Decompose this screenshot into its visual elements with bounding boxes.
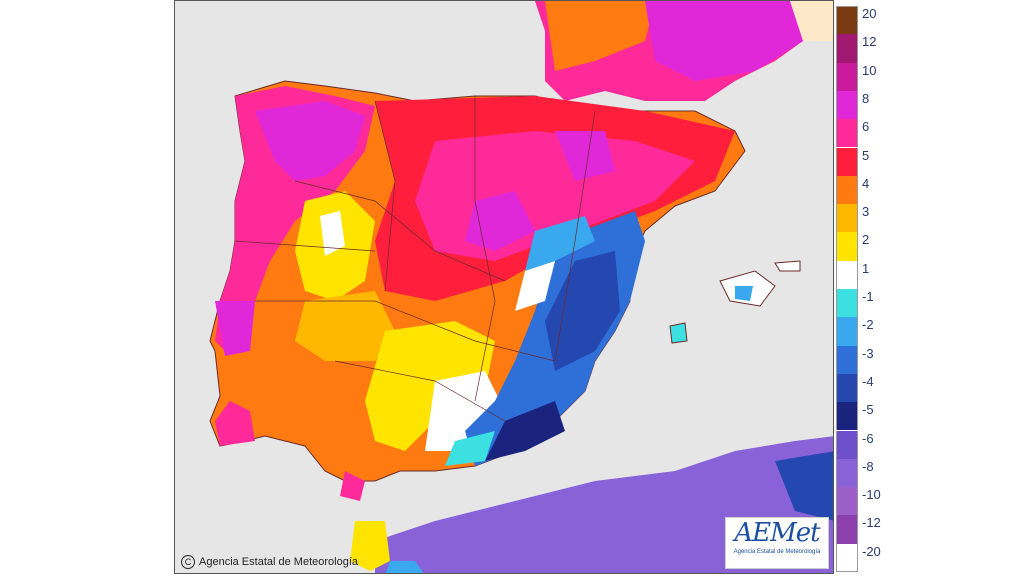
legend-swatch: [836, 487, 858, 516]
legend-label: -6: [862, 430, 874, 446]
legend-swatch: [836, 402, 858, 431]
legend-swatch: [836, 62, 858, 91]
temperature-anomaly-map: C Agencia Estatal de Meteorología AEMet …: [174, 0, 834, 574]
legend-swatch: [836, 147, 858, 176]
legend-swatch: [836, 515, 858, 544]
legend-label: -2: [862, 317, 874, 333]
north-africa-region: [375, 436, 833, 573]
legend-swatch: [836, 204, 858, 233]
legend-swatch: [836, 119, 858, 148]
legend-label: -10: [862, 487, 881, 503]
legend-label: 3: [862, 204, 870, 220]
legend-label: 5: [862, 147, 870, 163]
legend-label: 4: [862, 175, 870, 191]
map-canvas: [175, 1, 833, 573]
legend-label: -3: [862, 345, 874, 361]
legend-label: -12: [862, 515, 881, 531]
legend-label: -5: [862, 402, 874, 418]
legend-swatch: [836, 232, 858, 261]
legend-swatch: [836, 458, 858, 488]
copyright-icon: C: [181, 555, 195, 569]
legend-label: -8: [862, 458, 874, 474]
legend-swatch: [836, 430, 858, 459]
legend-swatch: [836, 289, 858, 318]
legend-swatch: [836, 34, 858, 63]
legend-swatch: [836, 373, 858, 403]
legend-label: 6: [862, 119, 870, 135]
logo-word: AEMet: [734, 518, 820, 548]
legend-swatch: [836, 317, 858, 346]
legend-swatch: [836, 175, 858, 205]
legend-swatch: [836, 90, 858, 120]
copyright-notice: C Agencia Estatal de Meteorología: [181, 555, 358, 569]
legend-label: -20: [862, 543, 881, 559]
legend-label: 12: [862, 34, 877, 50]
legend-label: 8: [862, 90, 870, 106]
aemet-logo: AEMet Agencia Estatal de Meteorología: [725, 517, 829, 569]
menorca-island: [774, 260, 801, 272]
legend-label: -1: [862, 289, 874, 304]
legend-swatch: [836, 260, 858, 289]
logo-subtitle: Agencia Estatal de Meteorología: [733, 549, 821, 555]
legend-swatch: [836, 345, 858, 374]
copyright-text: Agencia Estatal de Meteorología: [199, 556, 358, 568]
legend-label: 2: [862, 232, 870, 248]
ibiza-island: [669, 322, 688, 344]
color-legend: 20 12 10 8 6 5 4 3 2 1 -1 -2 -3 -4 -5 -6 -8 -10 -12 -20: [836, 6, 896, 572]
province-borders: [234, 96, 596, 422]
legend-label: -4: [862, 373, 874, 389]
legend-swatch: [836, 543, 858, 572]
legend-label: 1: [862, 260, 870, 276]
legend-label: 10: [862, 62, 877, 78]
legend-label: 20: [862, 6, 877, 21]
legend-swatch: [836, 6, 858, 35]
